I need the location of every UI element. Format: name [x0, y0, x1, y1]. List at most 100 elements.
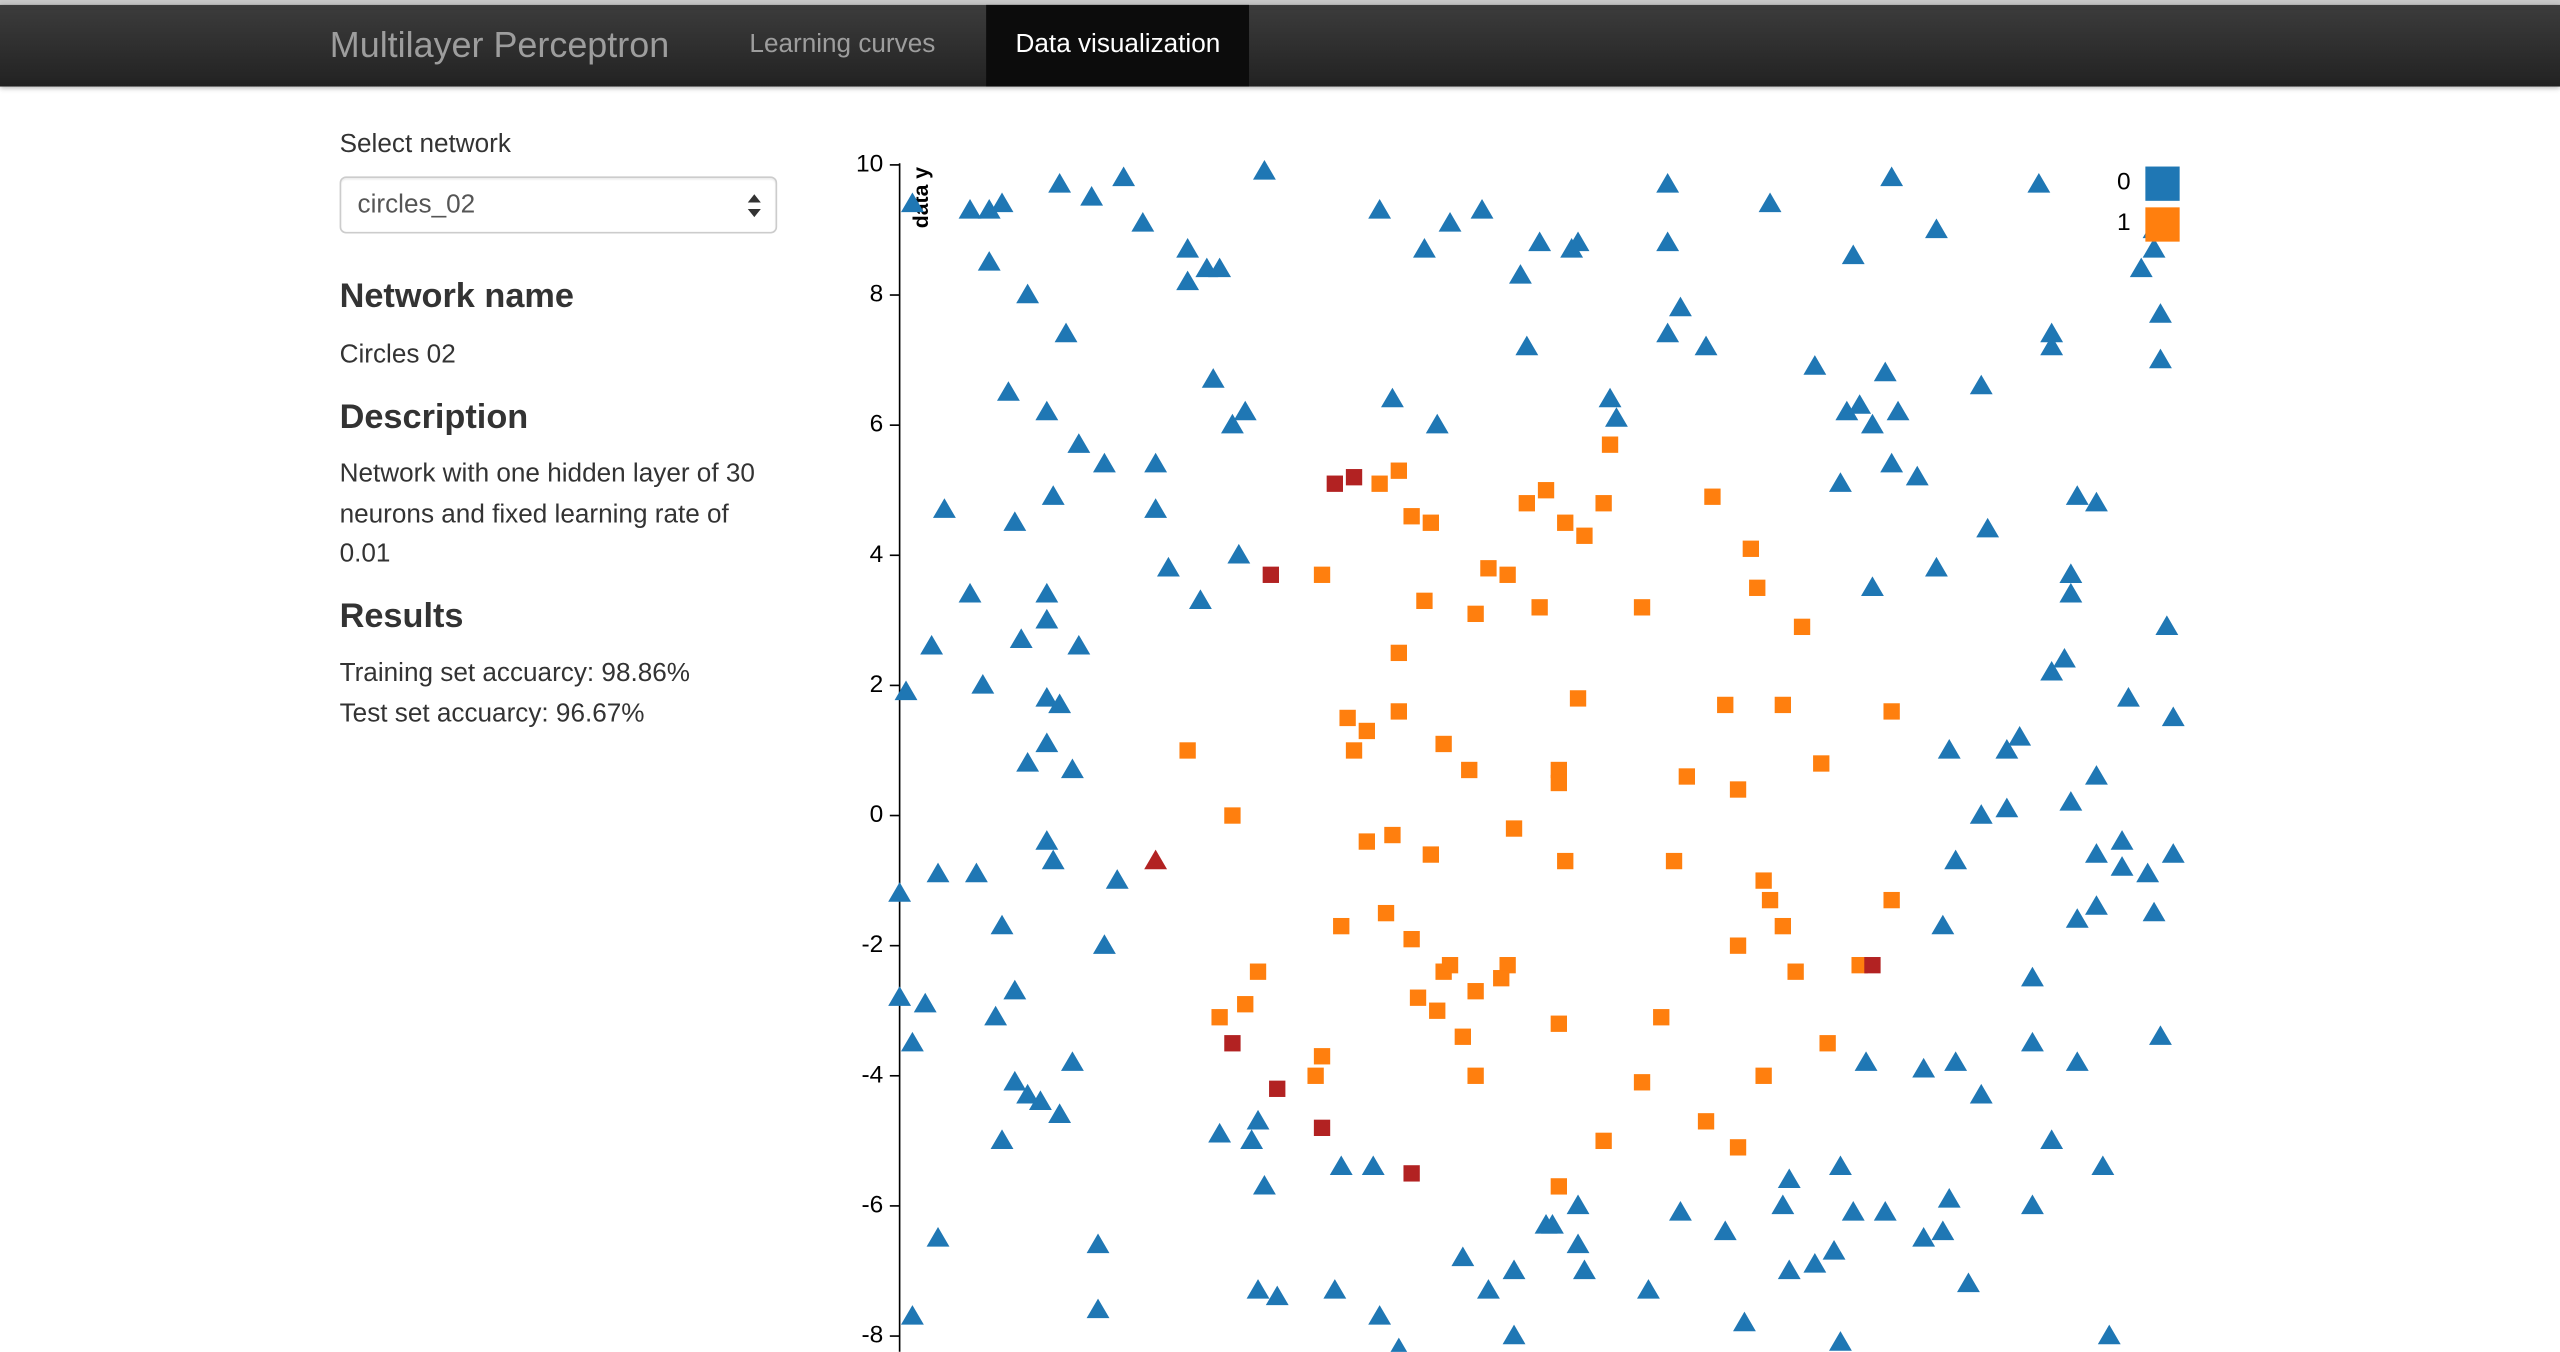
y-tick-label: -8: [862, 1322, 884, 1349]
data-point: [2059, 582, 2083, 603]
data-point: [1368, 199, 1392, 219]
data-point: [1313, 566, 1331, 583]
data-point: [900, 192, 924, 213]
data-point: [1969, 804, 1993, 824]
data-point: [1105, 869, 1129, 889]
data-point: [1880, 166, 1904, 187]
data-point: [932, 498, 956, 518]
data-point: [1595, 1132, 1612, 1150]
data-point: [1240, 1129, 1264, 1150]
data-point: [1550, 1015, 1568, 1032]
data-point: [1326, 475, 1343, 492]
data-point: [894, 680, 918, 701]
data-point: [1307, 1067, 1324, 1084]
data-point: [1233, 400, 1257, 421]
y-tick-label: 10: [856, 150, 883, 177]
data-point: [977, 199, 1001, 219]
data-point: [1873, 1200, 1897, 1221]
data-point: [1851, 957, 1868, 974]
data-point: [1633, 1074, 1651, 1091]
data-point: [2129, 257, 2153, 278]
data-point: [2149, 348, 2172, 369]
data-point: [1829, 1155, 1852, 1176]
data-point: [2008, 726, 2032, 746]
description-heading: Description: [339, 398, 529, 436]
data-point: [1925, 556, 1948, 577]
results-heading: Results: [339, 597, 464, 636]
nav-link[interactable]: Learning curves: [749, 31, 936, 59]
data-point: [1557, 514, 1574, 531]
data-point: [1269, 1080, 1286, 1097]
data-point: [1505, 820, 1523, 837]
data-point: [888, 882, 912, 902]
data-point: [1054, 322, 1078, 343]
nav-link-active[interactable]: Data visualization: [986, 4, 1250, 87]
data-point: [1201, 368, 1225, 388]
data-point: [1092, 934, 1116, 954]
data-point: [990, 1129, 1014, 1150]
data-point: [1451, 1246, 1475, 1267]
data-point: [1502, 1259, 1526, 1280]
data-point: [900, 1031, 924, 1052]
data-point: [1653, 1009, 1670, 1026]
data-point: [1861, 413, 1884, 434]
data-point: [1224, 807, 1241, 824]
data-point: [1937, 1187, 1961, 1208]
data-point: [2065, 908, 2089, 928]
data-point: [1995, 797, 2019, 818]
network-heading: Network name: [339, 277, 574, 316]
data-point: [1422, 514, 1439, 531]
data-point: [2110, 856, 2134, 876]
data-point: [1976, 517, 2000, 538]
data-point: [1467, 983, 1484, 1000]
brand[interactable]: Multilayer Perceptron: [329, 24, 670, 66]
data-point: [1339, 709, 1356, 727]
data-point: [1211, 1009, 1228, 1026]
data-point: [1793, 618, 1811, 636]
select-arrows: [747, 194, 761, 218]
data-point: [1605, 407, 1628, 427]
data-point: [1041, 485, 1065, 505]
data-point: [1144, 498, 1168, 518]
data-point: [1092, 452, 1116, 473]
data-point: [1323, 1279, 1347, 1299]
data-point: [1156, 556, 1180, 577]
data-point: [990, 192, 1014, 213]
data-point: [2021, 1194, 2044, 1215]
data-point: [1835, 400, 1859, 421]
data-point: [1883, 891, 1900, 909]
data-point: [1060, 1051, 1084, 1071]
data-point: [888, 986, 912, 1006]
data-point: [1957, 1272, 1980, 1293]
data-point: [1425, 413, 1449, 434]
data-point: [1067, 634, 1091, 655]
data-point: [1883, 703, 1900, 720]
network-select[interactable]: circles_02: [339, 176, 778, 234]
data-point: [1176, 238, 1200, 258]
data-point: [1829, 1331, 1852, 1351]
data-point: [1333, 917, 1350, 935]
data-point: [1371, 475, 1388, 492]
data-point: [1086, 1298, 1110, 1319]
data-point: [1742, 540, 1760, 557]
data-point: [1035, 732, 1059, 753]
data-point: [1755, 872, 1772, 889]
y-tick-label: 8: [870, 280, 884, 307]
data-point: [2136, 862, 2160, 883]
data-point: [2085, 765, 2108, 785]
data-point: [1566, 231, 1590, 252]
select-label: Select network: [339, 130, 511, 159]
data-point: [1035, 686, 1059, 707]
data-point: [1931, 914, 1955, 935]
data-point: [1176, 270, 1200, 291]
data-point: [1531, 599, 1548, 616]
data-point: [1969, 374, 1993, 395]
data-point: [2065, 485, 2089, 505]
y-tick-label: 2: [870, 671, 884, 698]
data-point: [1144, 452, 1168, 473]
data-point: [1035, 830, 1059, 850]
data-point: [1368, 1305, 1392, 1325]
data-point: [2161, 706, 2185, 727]
y-tick-label: -6: [862, 1191, 884, 1218]
